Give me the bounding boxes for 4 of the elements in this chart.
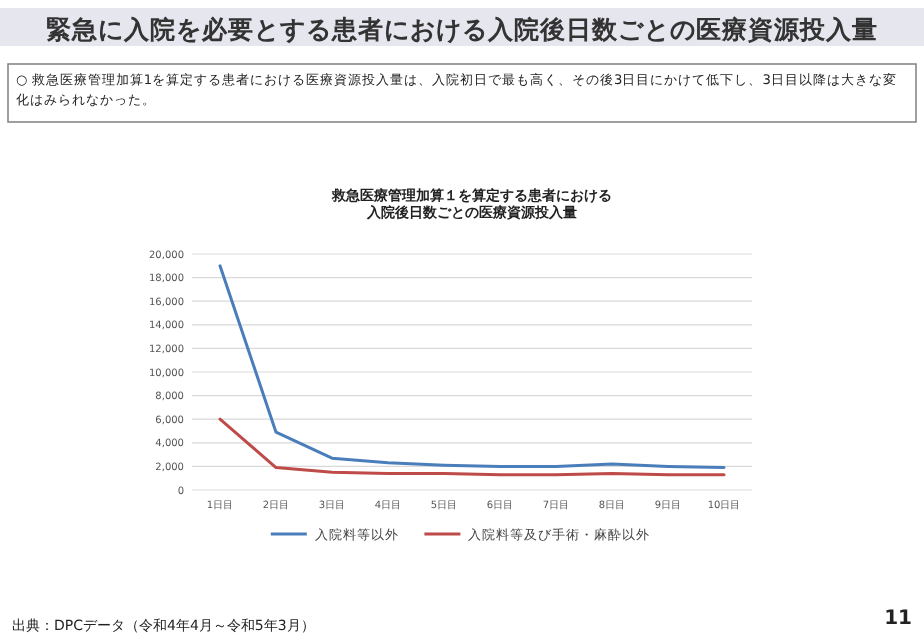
line-series: [218, 417, 726, 477]
text: 11: [884, 608, 913, 630]
chart-title: 緊急に入院を必要とする患者における入院後日数ごとの医療資源投入量: [46, 14, 878, 44]
line-series: [218, 264, 726, 470]
